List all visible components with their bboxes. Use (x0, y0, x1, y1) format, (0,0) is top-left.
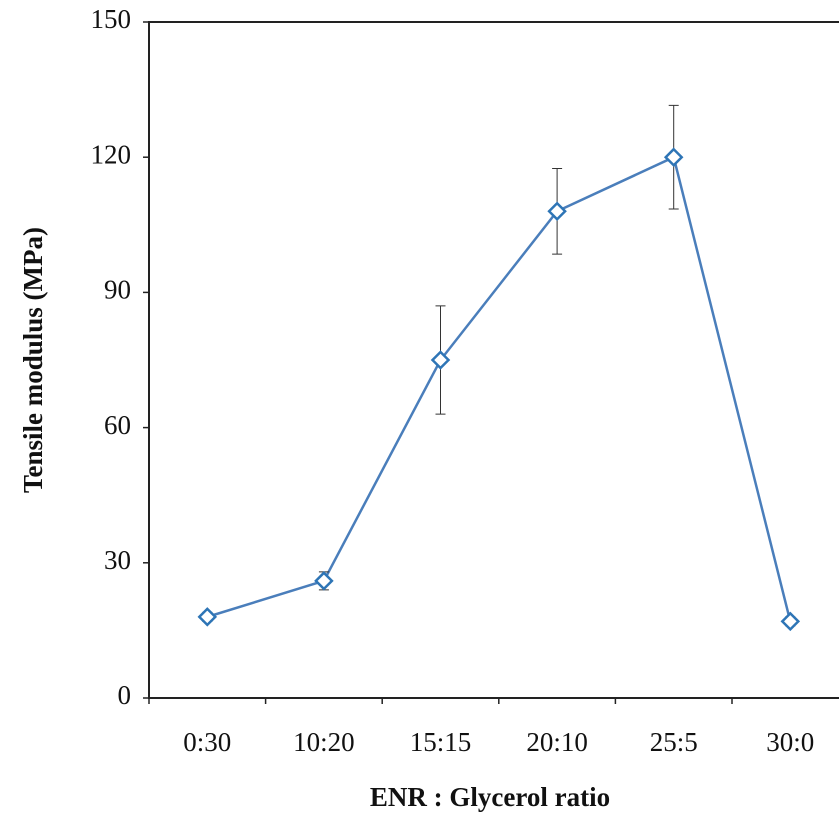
marker (547, 201, 567, 222)
x-tick-label: 20:10 (526, 727, 588, 757)
x-axis-title: ENR : Glycerol ratio (370, 782, 610, 812)
marker (314, 571, 334, 591)
y-tick-label: 0 (118, 680, 132, 710)
line (206, 155, 792, 622)
x-tick-label: 30:0 (766, 727, 814, 757)
y-axis-title: Tensile modulus (MPa) (18, 227, 48, 493)
x-tick-label: 25:5 (650, 727, 698, 757)
x-tick-label: 15:15 (410, 727, 472, 757)
y-tick-label: 60 (104, 410, 131, 440)
y-tick-label: 90 (104, 275, 131, 305)
x-tick-label: 10:20 (293, 727, 355, 757)
y-tick-label: 120 (91, 139, 132, 169)
y-tick-label: 30 (104, 545, 131, 575)
marker (780, 611, 801, 632)
plot-frame (148, 21, 839, 699)
marker (197, 607, 218, 627)
marker (430, 350, 451, 370)
y-tick-label: 150 (91, 4, 132, 34)
x-tick-label: 0:30 (183, 727, 231, 757)
marker (663, 147, 684, 167)
